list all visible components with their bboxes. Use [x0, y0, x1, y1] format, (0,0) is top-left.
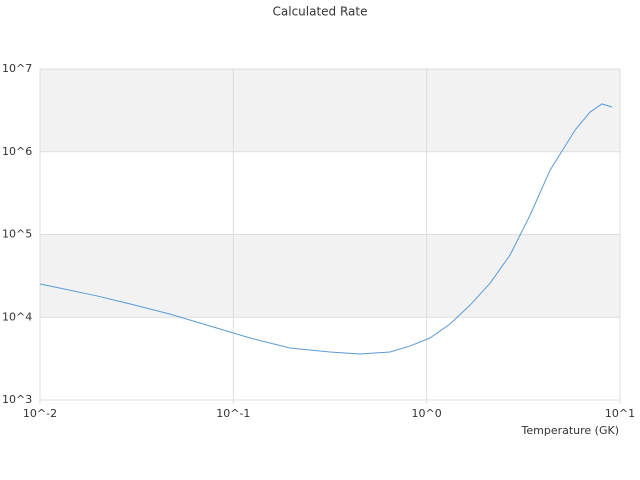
y-tick-label: 10^4 — [2, 310, 32, 323]
x-tick-label: 10^-2 — [23, 407, 57, 420]
y-tick-label: 10^3 — [2, 393, 32, 406]
y-tick-label: 10^5 — [2, 228, 32, 241]
data-line — [39, 103, 613, 355]
x-axis-label: Temperature (GK) — [521, 424, 620, 437]
y-tick-label: 10^6 — [2, 145, 32, 158]
x-tick-label: 10^-1 — [216, 407, 250, 420]
plot-band — [40, 234, 620, 318]
plot-band — [40, 69, 620, 152]
x-tick-label: 10^0 — [412, 407, 442, 420]
x-tick-label: 10^1 — [605, 407, 635, 420]
y-tick-label: 10^7 — [2, 62, 32, 75]
chart-title: Calculated Rate — [273, 5, 368, 19]
